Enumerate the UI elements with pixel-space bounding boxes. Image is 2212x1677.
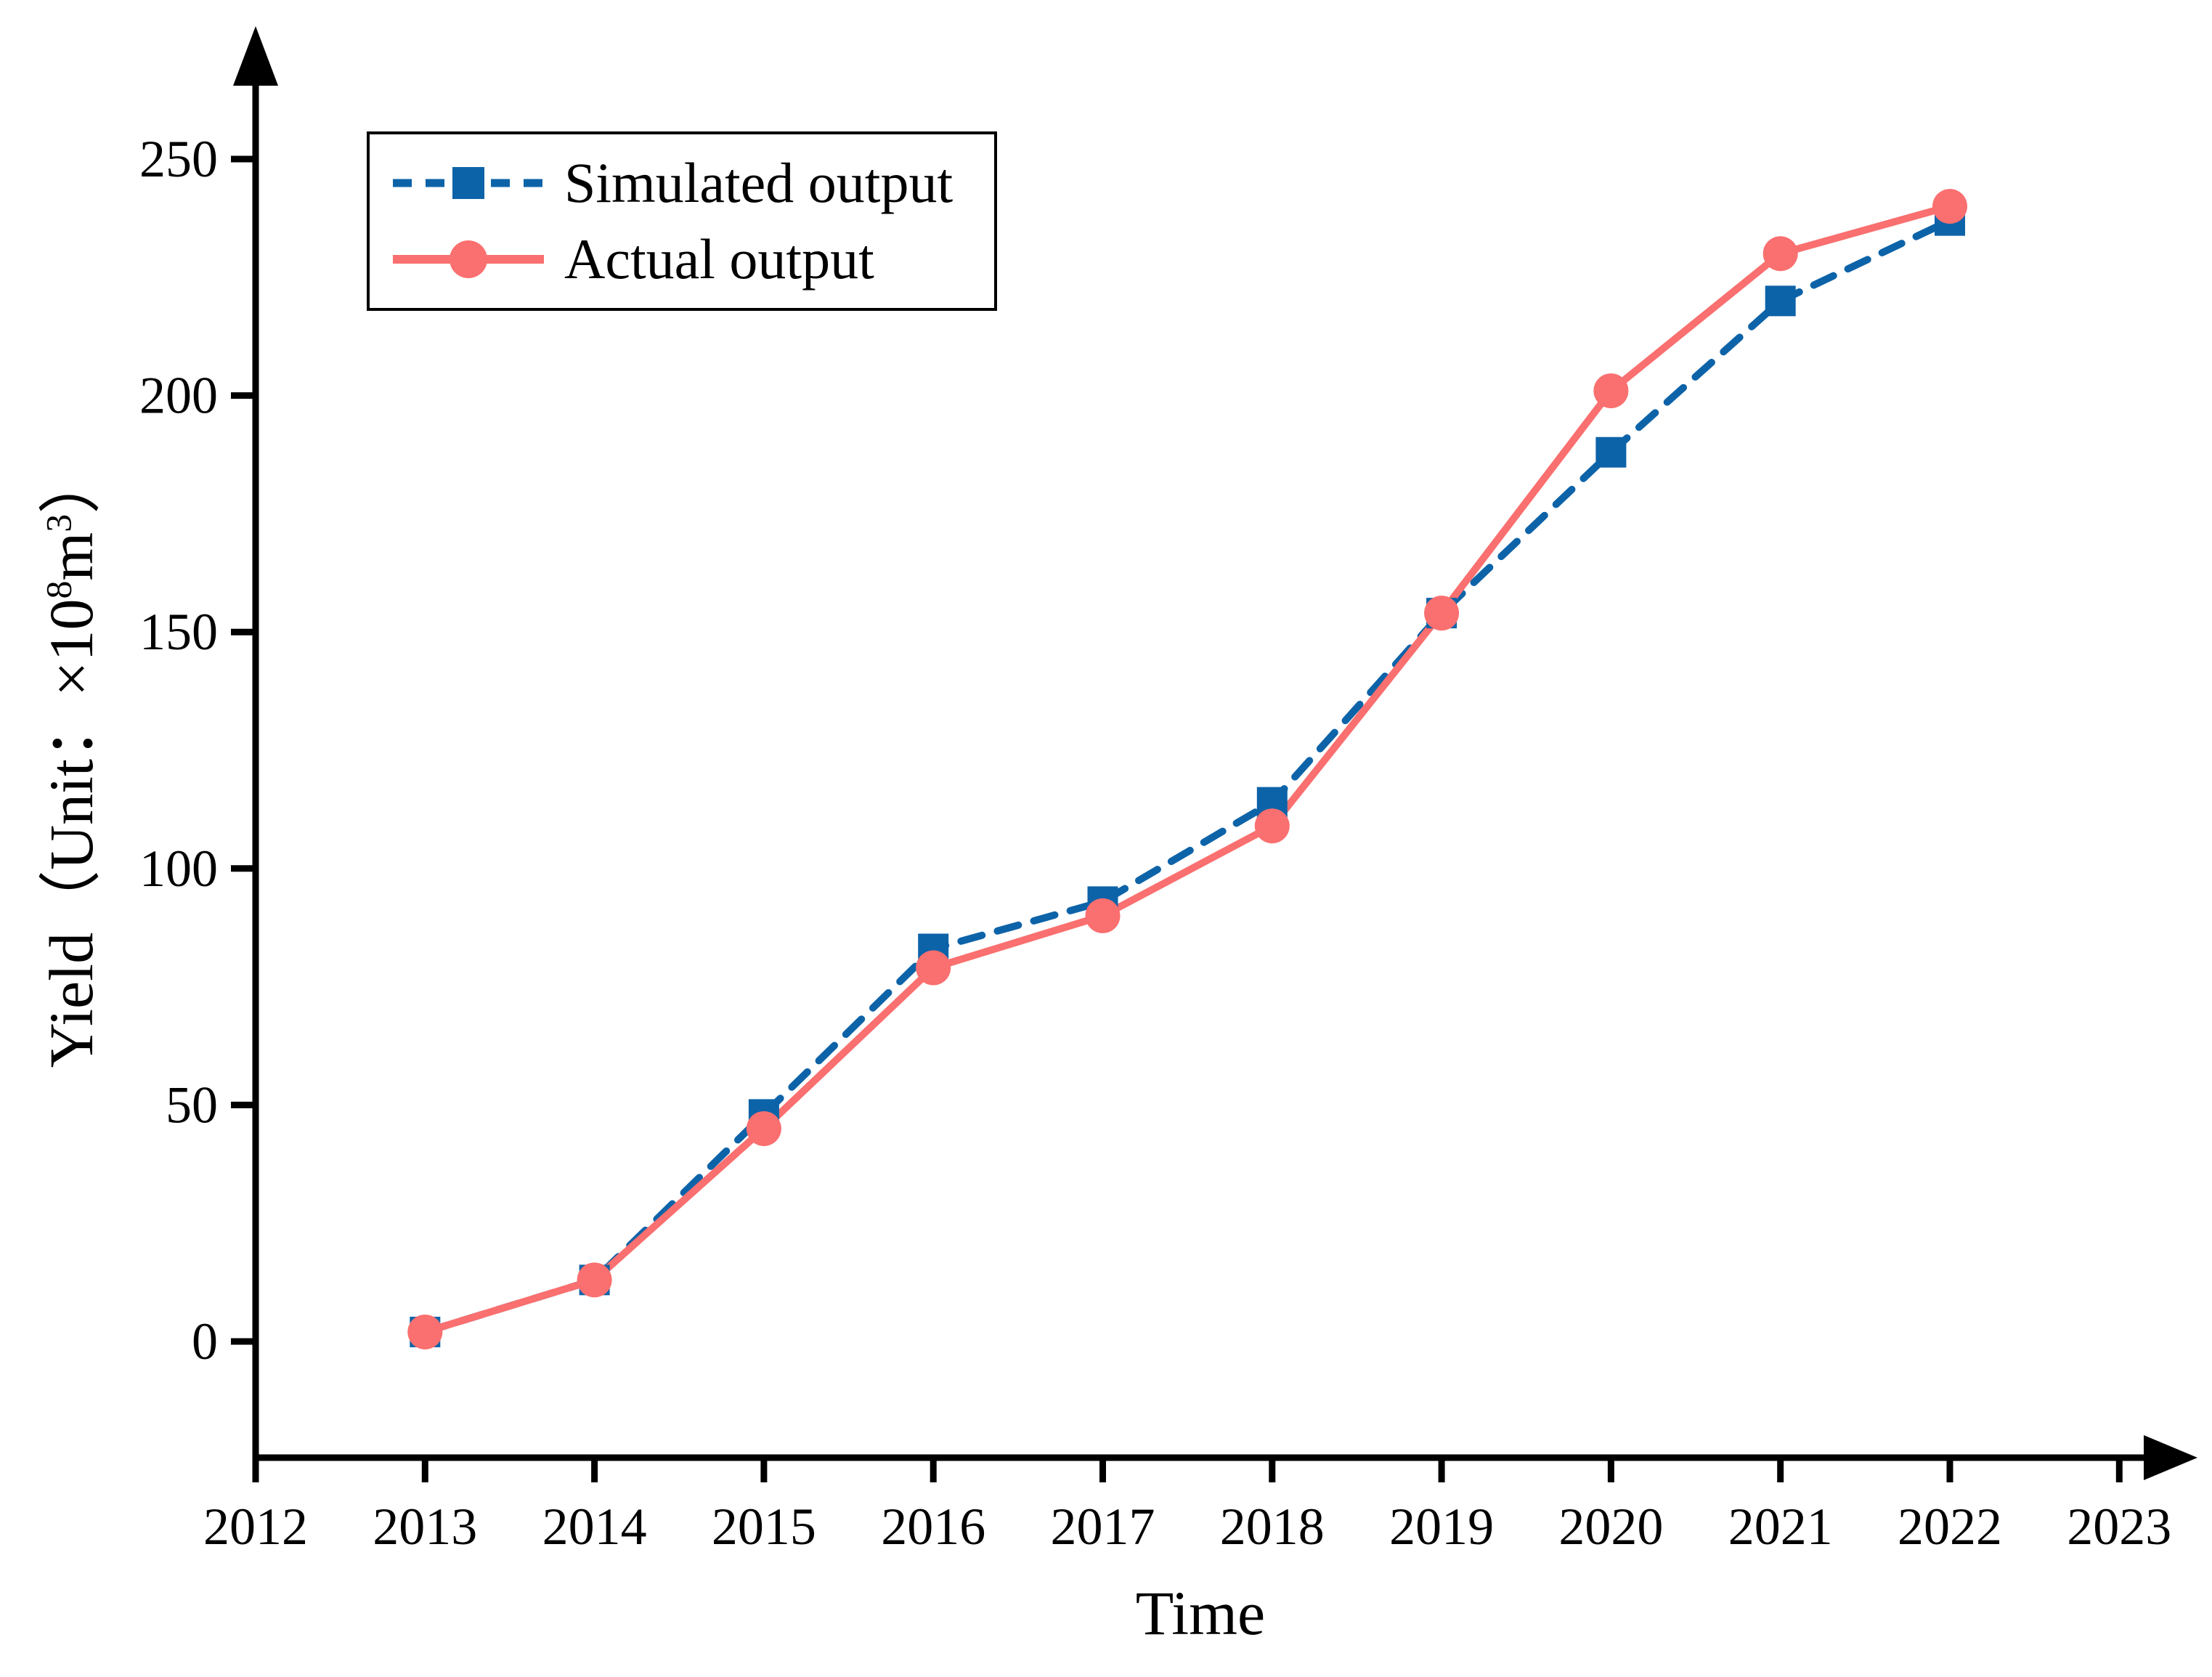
data-point-simulated — [1765, 285, 1796, 317]
legend-label-actual: Actual output — [564, 227, 874, 291]
data-point-actual — [407, 1314, 443, 1349]
x-tick-label: 2012 — [203, 1498, 308, 1556]
x-tick-label: 2018 — [1220, 1498, 1325, 1556]
x-tick-label: 2022 — [1898, 1498, 2002, 1556]
series-line-actual — [421, 203, 1953, 1336]
data-point-actual — [1254, 808, 1290, 844]
data-point-actual — [1424, 596, 1460, 631]
x-tick-label: 2017 — [1051, 1498, 1155, 1556]
x-tick-label: 2015 — [712, 1498, 816, 1556]
x-axis-arrow-icon — [2144, 1435, 2197, 1480]
y-tick-label: 200 — [139, 367, 218, 425]
x-tick-label: 2020 — [1558, 1498, 1663, 1556]
y-tick-label: 150 — [139, 603, 218, 661]
legend-item-actual: Actual output — [370, 231, 994, 288]
y-axis-title: Yield（Unit：×108m3） — [36, 451, 106, 1068]
series-line-simulated — [421, 216, 1953, 1336]
data-point-actual — [916, 950, 951, 986]
y-tick-label: 0 — [192, 1312, 218, 1371]
x-tick-label: 2014 — [542, 1498, 647, 1556]
y-tick-label: 100 — [139, 840, 218, 898]
x-tick-label: 2019 — [1389, 1498, 1494, 1556]
data-point-actual — [1762, 236, 1798, 272]
x-tick-label: 2013 — [373, 1498, 477, 1556]
legend-label-simulated: Simulated output — [564, 150, 953, 214]
y-axis-arrow-icon — [233, 26, 278, 86]
data-point-simulated — [1595, 436, 1627, 468]
y-tick-label: 250 — [139, 130, 218, 188]
actual-line-sample-icon — [393, 240, 544, 279]
x-tick-label: 2021 — [1728, 1498, 1833, 1556]
x-tick-label: 2016 — [881, 1498, 985, 1556]
legend-item-simulated: Simulated output — [370, 150, 994, 214]
x-tick-label: 2023 — [2067, 1498, 2171, 1556]
data-point-actual — [1593, 373, 1629, 409]
data-point-actual — [746, 1110, 781, 1146]
data-point-actual — [577, 1262, 612, 1298]
legend-box: Simulated output Actual output — [367, 131, 997, 311]
y-tick-label: 50 — [166, 1076, 218, 1134]
x-axis-title: Time — [1135, 1578, 1266, 1648]
simulated-line-sample-icon — [393, 166, 544, 199]
data-point-actual — [1932, 189, 1967, 224]
data-point-actual — [1085, 898, 1121, 933]
